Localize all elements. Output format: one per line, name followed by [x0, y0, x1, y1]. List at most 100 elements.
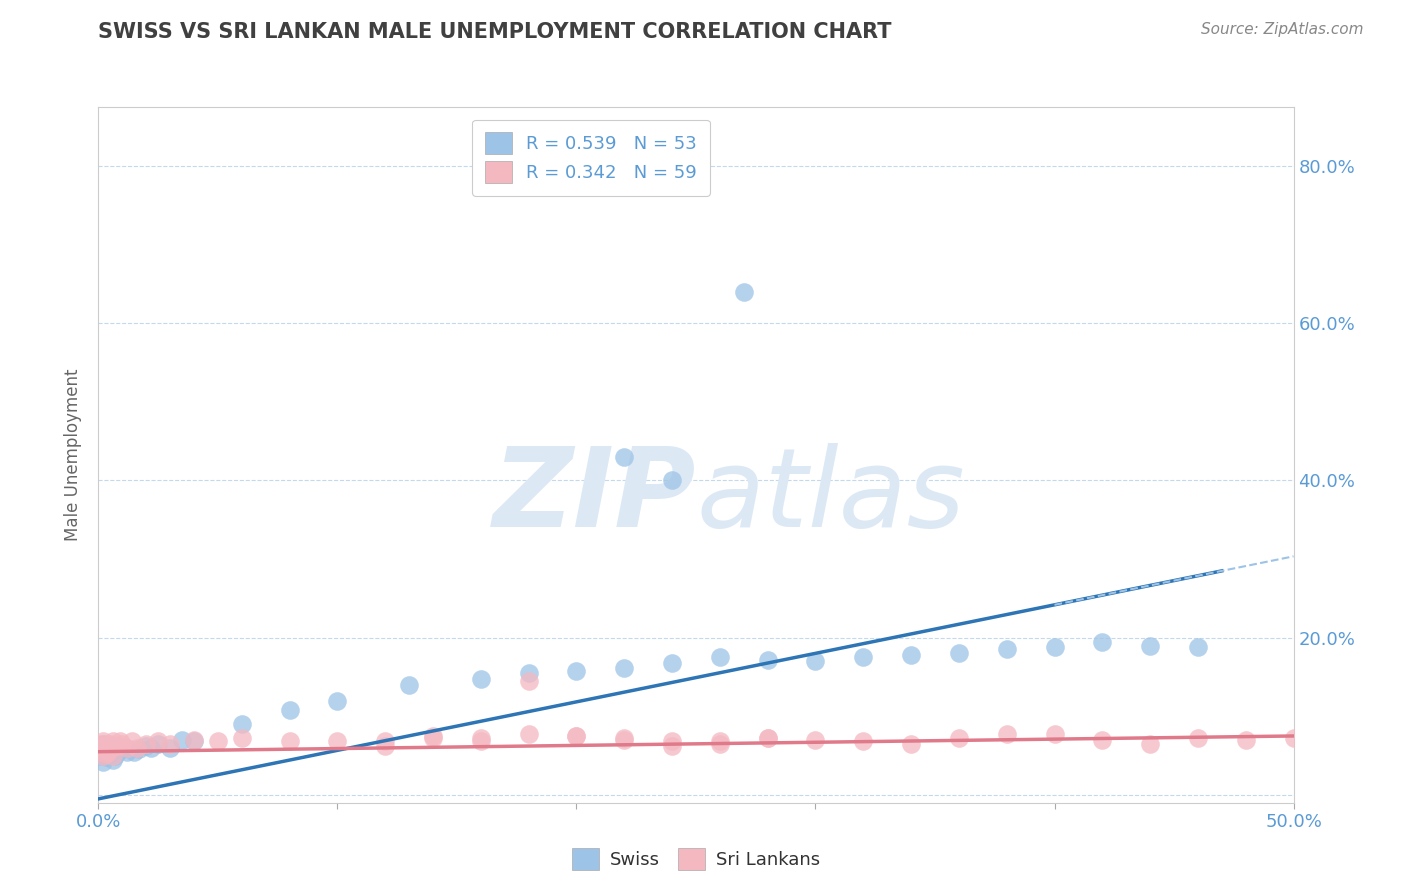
Point [97, 745, 120, 759]
Point [98, 740, 122, 755]
Point [159, 740, 181, 755]
Point [91, 755, 114, 769]
Point [709, 734, 731, 748]
Point [374, 734, 396, 748]
Point [91, 742, 114, 756]
Point [97, 739, 120, 754]
Point [101, 734, 124, 748]
Point [278, 734, 301, 748]
Point [326, 693, 349, 707]
Point [90, 748, 112, 763]
Point [94, 740, 117, 755]
Point [661, 739, 683, 754]
Point [517, 673, 540, 688]
Point [398, 678, 420, 692]
Point [125, 740, 148, 755]
Point [90, 740, 112, 755]
Text: SWISS VS SRI LANKAN MALE UNEMPLOYMENT CORRELATION CHART: SWISS VS SRI LANKAN MALE UNEMPLOYMENT CO… [98, 22, 891, 42]
Point [104, 748, 127, 763]
Point [207, 734, 229, 748]
Point [124, 745, 146, 759]
Y-axis label: Male Unemployment: Male Unemployment [65, 368, 83, 541]
Point [115, 745, 138, 759]
Point [470, 672, 492, 686]
Point [470, 734, 492, 748]
Point [613, 731, 636, 746]
Point [1234, 732, 1257, 747]
Point [1282, 731, 1305, 746]
Point [709, 737, 731, 751]
Point [1043, 726, 1066, 740]
Point [107, 745, 129, 759]
Point [326, 734, 349, 748]
Point [995, 726, 1018, 740]
Point [517, 666, 540, 681]
Point [111, 737, 134, 751]
Point [98, 742, 122, 756]
Point [90, 745, 112, 759]
Point [94, 742, 117, 756]
Point [94, 737, 117, 751]
Point [995, 642, 1018, 657]
Point [135, 737, 157, 751]
Point [159, 737, 181, 751]
Point [107, 739, 129, 754]
Point [709, 650, 731, 665]
Point [94, 745, 117, 759]
Point [948, 647, 970, 661]
Point [94, 750, 117, 764]
Point [90, 740, 112, 755]
Point [104, 739, 127, 754]
Point [852, 734, 875, 748]
Point [91, 737, 114, 751]
Point [114, 740, 136, 755]
Point [121, 734, 143, 748]
Point [374, 739, 396, 754]
Point [804, 732, 827, 747]
Point [148, 737, 170, 751]
Point [756, 653, 779, 667]
Point [756, 731, 779, 746]
Text: Source: ZipAtlas.com: Source: ZipAtlas.com [1201, 22, 1364, 37]
Point [139, 740, 162, 755]
Point [97, 742, 120, 756]
Point [97, 748, 120, 763]
Point [91, 734, 114, 748]
Point [517, 726, 540, 740]
Point [565, 729, 588, 743]
Point [1139, 639, 1161, 653]
Point [804, 654, 827, 668]
Point [101, 748, 124, 763]
Point [948, 731, 970, 746]
Point [115, 740, 138, 755]
Point [94, 747, 117, 761]
Point [183, 732, 205, 747]
Point [661, 734, 683, 748]
Point [613, 732, 636, 747]
Point [565, 664, 588, 678]
Point [661, 656, 683, 670]
Point [98, 746, 122, 760]
Text: ZIP: ZIP [492, 443, 696, 550]
Point [98, 737, 122, 751]
Point [852, 650, 875, 665]
Point [111, 742, 134, 756]
Point [231, 731, 253, 746]
Point [90, 745, 112, 759]
Point [278, 703, 301, 717]
Point [101, 739, 124, 754]
Point [1187, 731, 1209, 746]
Point [733, 285, 755, 299]
Point [422, 729, 444, 743]
Point [104, 742, 127, 756]
Point [172, 732, 194, 747]
Point [756, 731, 779, 746]
Point [1091, 634, 1114, 648]
Point [108, 734, 131, 748]
Point [231, 717, 253, 731]
Point [135, 739, 157, 754]
Point [183, 734, 205, 748]
Point [661, 474, 683, 488]
Point [900, 648, 922, 662]
Point [470, 731, 492, 746]
